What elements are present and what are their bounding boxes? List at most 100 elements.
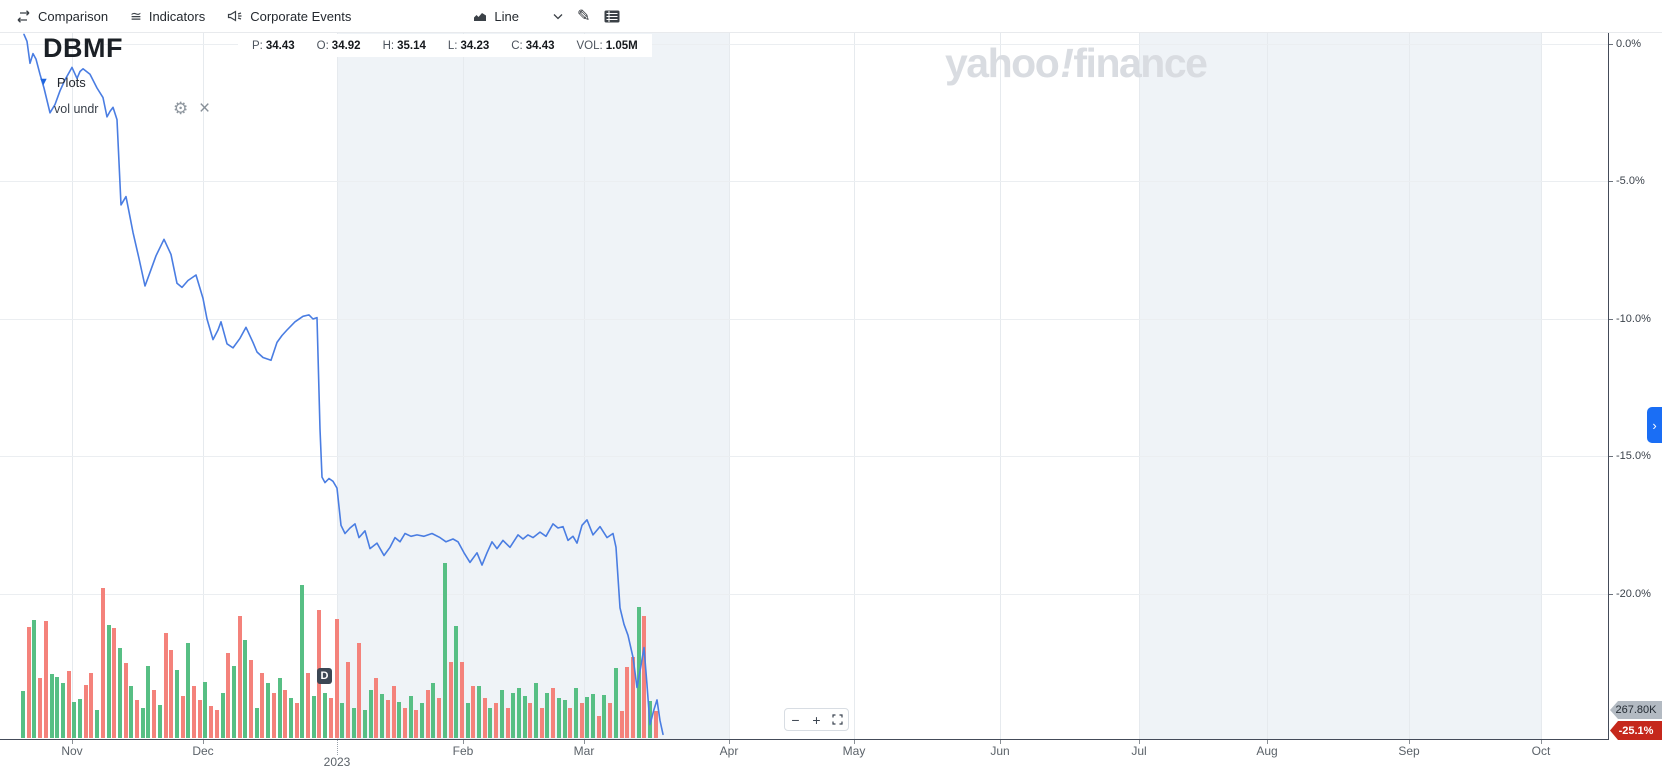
plots-panel-title: Plots (56, 75, 86, 90)
ohlc-stats-bar: P: 34.43 O: 34.92 H: 35.14 L: 34.23 C: 34.43 VOL: 1… (238, 34, 652, 57)
data-table-button[interactable] (604, 10, 620, 23)
volume-bar (21, 691, 25, 738)
close-icon[interactable]: × (199, 98, 211, 119)
comparison-icon (16, 9, 31, 23)
plots-panel-header: ▼ Plots (38, 75, 86, 90)
stat-value: 35.14 (397, 39, 426, 52)
table-icon (604, 10, 620, 23)
stat-item: P: 34.43 (252, 40, 295, 52)
x-axis-label: Jul (1131, 744, 1147, 758)
stat-item: O: 34.92 (317, 40, 361, 52)
percent-gridline (0, 181, 1608, 182)
x-axis-line (0, 739, 1609, 740)
megaphone-icon (227, 9, 243, 23)
plot-item-label: vol undr (54, 102, 99, 116)
x-axis-label: Feb (452, 744, 474, 758)
comparison-button[interactable]: Comparison (16, 9, 108, 24)
month-gridline (729, 32, 730, 739)
x-axis-label: Nov (61, 744, 83, 758)
corporate-events-label: Corporate Events (250, 8, 352, 24)
stat-value: 34.43 (265, 39, 295, 52)
current-volume-badge: 267.80K (1610, 701, 1662, 719)
chart-type-chevron[interactable] (553, 13, 563, 20)
collapse-triangle-icon[interactable]: ▼ (38, 76, 49, 88)
percent-gridline (0, 44, 1608, 45)
month-gridline (1541, 32, 1542, 739)
corporate-events-button[interactable]: Corporate Events (227, 9, 351, 24)
draw-button[interactable]: ✎ (577, 6, 590, 26)
percent-gridline (0, 456, 1608, 457)
x-axis-label: Mar (573, 744, 595, 758)
x-axis-tick (854, 739, 855, 744)
x-axis-label: May (842, 744, 866, 758)
y-axis-label: -10.0% (1616, 313, 1651, 325)
y-axis-label: -15.0% (1616, 450, 1651, 462)
x-axis-tick (1000, 739, 1001, 744)
chart-type-dropdown[interactable]: Line (473, 9, 519, 24)
x-axis-label: Aug (1256, 744, 1278, 758)
stat-item: L: 34.23 (448, 40, 489, 52)
x-axis-label: Apr (719, 744, 739, 758)
y-axis-label: -5.0% (1616, 175, 1645, 187)
x-axis-tick (203, 739, 204, 744)
zoom-in-button[interactable]: + (812, 711, 821, 728)
x-axis-label: Dec (192, 744, 214, 758)
percent-gridline (0, 319, 1608, 320)
y-axis-line (1608, 32, 1609, 739)
stat-value: 34.43 (525, 39, 555, 52)
quarter-shading-band (1139, 32, 1541, 739)
stat-label: H: (382, 39, 395, 52)
y-axis-tick (1608, 319, 1613, 320)
plot-item-row: vol undr (54, 102, 98, 116)
stat-value: 34.23 (460, 39, 490, 52)
zoom-out-button[interactable]: − (791, 711, 800, 728)
stat-label: P: (252, 39, 263, 52)
x-axis-label: 2023 (323, 755, 351, 769)
x-axis-tick (72, 739, 73, 744)
expand-icon (832, 714, 843, 725)
indicators-icon: ≅ (130, 8, 142, 24)
current-change-badge: -25.1% (1610, 721, 1662, 740)
stat-label: O: (316, 39, 329, 52)
expand-panel-button[interactable]: › (1647, 407, 1662, 443)
dividend-marker[interactable]: D (317, 668, 332, 684)
y-axis-label: 0.0% (1616, 38, 1642, 50)
stat-value: 34.92 (331, 39, 361, 52)
month-gridline (1139, 32, 1140, 739)
comparison-label: Comparison (38, 8, 109, 24)
indicators-button[interactable]: ≅ Indicators (130, 9, 205, 24)
stat-item: VOL: 1.05M (577, 40, 638, 52)
chart-type-label: Line (494, 8, 519, 24)
symbol-title: DBMF (43, 33, 123, 63)
yahoo-finance-watermark: yahoo!finance (945, 40, 1208, 87)
stat-label: L: (447, 39, 458, 52)
stat-value: 1.05M (605, 39, 638, 52)
month-gridline (1267, 32, 1268, 739)
month-gridline (1409, 32, 1410, 739)
y-axis-label: -20.0% (1616, 588, 1651, 600)
percent-gridline (0, 594, 1608, 595)
stat-label: C: (511, 39, 523, 52)
watermark-yahoo: yahoo (945, 40, 1060, 86)
x-axis-tick (337, 739, 339, 755)
x-axis-tick (1267, 739, 1268, 744)
watermark-finance: finance (1073, 40, 1208, 86)
stat-item: C: 34.43 (511, 40, 554, 52)
x-axis-label: Oct (1531, 744, 1551, 758)
watermark-bang: ! (1060, 40, 1074, 86)
zoom-controls: − + (784, 708, 849, 731)
x-axis-tick (463, 739, 464, 744)
fullscreen-button[interactable] (827, 709, 848, 730)
month-gridline (1000, 32, 1001, 739)
gear-icon[interactable]: ⚙ (173, 99, 189, 118)
chevron-down-icon (553, 13, 563, 20)
x-axis-tick (1139, 739, 1140, 744)
y-axis-tick (1608, 456, 1613, 457)
x-axis-label: Sep (1398, 744, 1420, 758)
x-axis-tick (1541, 739, 1542, 744)
y-axis-tick (1608, 181, 1613, 182)
stat-label: VOL: (576, 39, 603, 52)
month-gridline (854, 32, 855, 739)
